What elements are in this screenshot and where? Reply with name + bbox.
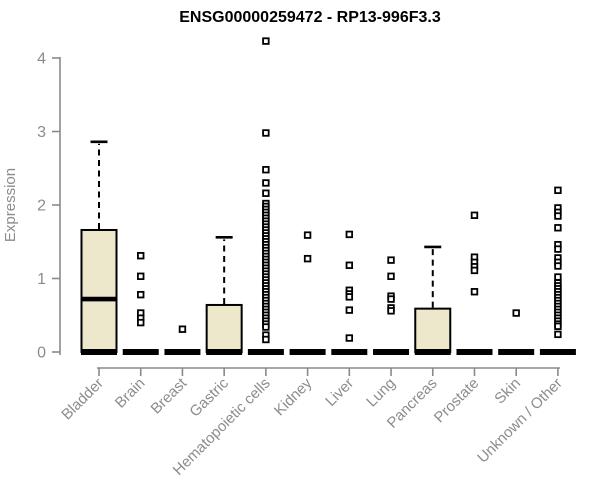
outlier-point [262,323,270,331]
outlier-point [137,252,145,260]
outlier-point [554,262,562,270]
zero-bar [414,349,451,355]
zero-bar [331,349,368,355]
y-axis-title: Expression [2,168,19,242]
x-tick-label-skin: Skin [491,375,524,408]
outlier-point [303,254,312,263]
chart-title: ENSG00000259472 - RP13-996F3.3 [179,9,441,26]
boxplot-kidney [289,231,326,355]
x-tick-label-lung: Lung [363,375,399,411]
boxplot-hematopoietic-cells [247,37,284,355]
outlier-point [554,224,562,232]
y-axis: 0 1 2 3 4 Expression [2,51,61,362]
y-tick-label: 4 [37,51,46,68]
outlier-point [470,266,479,275]
outlier-point [137,290,145,299]
zero-bar [247,349,284,355]
outlier-point [470,288,479,296]
zero-bar [456,349,493,355]
outlier-point [554,186,562,194]
zero-bar [81,349,117,355]
outlier-point [554,245,562,253]
outlier-point [262,37,270,45]
outlier-point [387,256,395,264]
x-tick-label-breast: Breast [148,374,191,417]
outlier-point [554,322,562,330]
outlier-point [345,334,354,342]
outlier-point [345,293,354,301]
x-tick-label-bladder: Bladder [58,375,107,424]
boxplot-liver [331,230,368,355]
zero-bar [289,349,326,355]
y-tick-label: 0 [37,345,46,362]
outlier-point [262,335,270,344]
box [414,307,452,354]
outlier-point [262,179,270,187]
outlier-point [387,295,395,303]
outlier-point [554,330,562,339]
box [80,228,118,354]
outlier-point [303,231,312,239]
zero-bar [164,349,201,355]
boxplot-skin [498,309,535,355]
zero-bar [122,349,159,355]
x-tick-label-prostate: Prostate [431,375,483,427]
outlier-point [262,129,270,137]
zero-bar [373,349,410,355]
outlier-point [554,273,562,281]
boxplot-breast [164,325,201,355]
y-tick-label: 3 [37,124,46,141]
outlier-point [345,230,354,239]
outlier-point [178,325,187,333]
outlier-point [554,212,562,220]
box [205,303,243,353]
boxplot-unknown-other [539,186,576,355]
boxplot-prostate [456,211,493,355]
outlier-point [345,306,354,314]
outlier-point [137,318,145,327]
outlier-point [470,211,479,219]
boxplot-pancreas [414,245,452,355]
zero-bar [539,349,576,355]
outlier-point [262,166,270,174]
boxplot-brain [122,252,159,355]
outlier-point [345,261,354,269]
zero-bar [206,349,243,355]
y-tick-label: 2 [37,198,46,215]
x-tick-label-brain: Brain [112,375,149,412]
y-tick-label: 1 [37,271,46,288]
outlier-point [512,309,520,317]
outlier-point [137,272,145,280]
x-tick-label-kidney: Kidney [271,374,316,419]
zero-bar [498,349,535,355]
x-tick-label-liver: Liver [322,375,357,410]
outlier-point [387,272,395,280]
boxplot-lung [373,256,410,355]
outlier-point [387,307,395,315]
outlier-point [262,189,270,197]
boxplot-bladder [80,140,118,355]
boxplot-gastric [205,236,243,355]
